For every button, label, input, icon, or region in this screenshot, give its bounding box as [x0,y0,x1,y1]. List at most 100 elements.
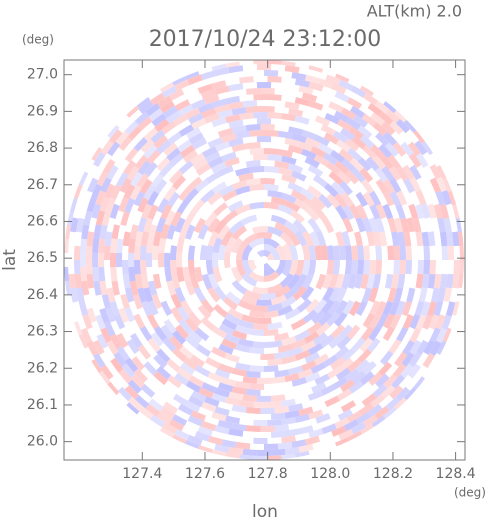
echo-cell [106,287,116,303]
echo-cell [347,273,357,289]
echo-cell [185,224,196,240]
echo-cell [270,430,286,438]
echo-cell [241,244,253,260]
echo-cell [151,113,167,127]
echo-cell [340,127,356,141]
echo-cell [138,100,154,114]
echo-cell [260,353,275,360]
echo-cell [190,410,207,422]
echo-cell [105,123,120,139]
echo-cell [281,260,293,277]
echo-cell [391,273,400,289]
echo-cell [188,395,204,408]
echo-cell [252,323,268,331]
echo-cell [308,100,324,111]
echo-cell [200,298,215,314]
echo-cell [172,393,188,407]
echo-cell [305,454,321,460]
echo-cell [187,434,203,446]
echo-cell [292,219,307,235]
echo-cell [207,217,221,233]
echo-cell [150,414,165,428]
echo-cell [371,415,387,429]
echo-cell [246,88,261,95]
echo-cell [376,313,388,329]
echo-cell [408,203,419,219]
echo-cell [329,286,341,303]
echo-cell [399,245,407,260]
echo-cell [264,244,276,253]
echo-cell [198,387,214,399]
echo-cell [100,177,112,193]
echo-cell [307,342,324,356]
echo-cell [235,362,251,371]
echo-cell [133,191,146,207]
echo-cell [281,155,297,165]
echo-cell [439,231,448,247]
echo-cell [140,231,150,247]
echo-cell [318,60,334,70]
echo-cell [452,231,460,247]
echo-cell [357,125,373,139]
echo-cell [374,100,390,114]
echo-cell [274,160,290,170]
echo-cell [327,300,341,316]
plot-frame [63,59,466,461]
echo-cell [171,434,187,446]
echo-cell [284,101,300,110]
echo-cell [93,151,106,167]
echo-cell [218,363,234,374]
echo-cell [389,385,404,400]
echo-cell [105,381,120,397]
echo-cell [443,287,452,303]
echo-cell [139,245,147,260]
echo-cell [409,327,422,343]
echo-cell [301,244,310,260]
echo-cell [97,370,111,386]
echo-cell [103,245,111,260]
echo-cell [291,60,307,63]
echo-cell [208,231,219,247]
echo-cell [420,203,431,219]
echo-cell [395,204,406,220]
echo-cell [221,133,237,143]
echo-cell [296,298,312,313]
echo-cell [321,423,337,435]
echo-cell [123,184,136,200]
echo-cell [393,245,400,260]
echo-cell [314,245,322,260]
echo-cell [382,313,395,329]
echo-cell [231,225,247,240]
echo-cell [346,324,361,340]
echo-cell [213,219,228,234]
echo-cell [187,415,203,427]
echo-cell [124,120,139,135]
echo-cell [368,217,379,233]
echo-cell [217,419,233,429]
echo-cell [362,144,377,160]
chart-title: 2017/10/24 23:12:00 [149,27,382,52]
echo-cell [343,419,359,432]
echo-cell [324,183,339,198]
echo-cell [395,386,410,402]
echo-cell [231,266,243,283]
echo-cell [393,287,404,303]
echo-cell [169,88,185,101]
echo-cell [95,314,106,330]
echo-cell [256,299,272,307]
echo-cell [355,204,368,220]
echo-cell [204,94,220,105]
echo-cell [267,226,284,237]
echo-cell [132,294,143,310]
echo-cell [133,313,146,329]
echo-cell [267,283,284,294]
y-tick-label: 26.8 [27,140,58,156]
echo-cell [461,217,464,233]
echo-cell [409,164,422,181]
x-tick-label: 128.2 [373,466,413,482]
echo-cell [153,134,168,149]
echo-cell [436,340,449,356]
echo-cell [305,60,321,66]
echo-cell [157,95,172,108]
echo-cell [291,133,307,143]
